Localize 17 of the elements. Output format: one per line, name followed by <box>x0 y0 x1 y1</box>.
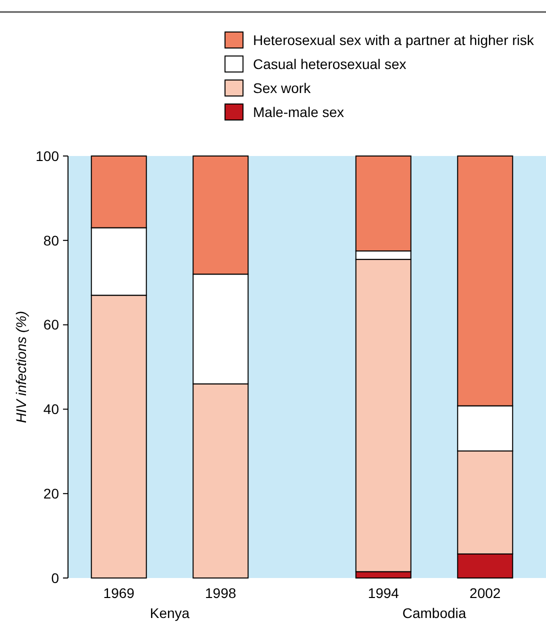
text: Kenya <box>150 605 190 621</box>
x-tick-label: 1969 <box>103 585 135 601</box>
y-tick-label: 0 <box>51 570 60 586</box>
legend-label: Casual heterosexual sex <box>253 56 406 72</box>
x-tick-label: 2002 <box>470 585 501 601</box>
y-axis-title: HIV infections (%) <box>13 310 29 424</box>
y-tick-label: 100 <box>36 148 60 164</box>
y-tick-label: 60 <box>43 316 60 333</box>
text: Cambodia <box>402 605 466 621</box>
x-tick-label: 1994 <box>368 585 400 601</box>
legend-label: Sex work <box>253 80 312 96</box>
legend-label: Male-male sex <box>253 104 344 120</box>
x-tick-label: 1998 <box>205 585 236 601</box>
y-tick-label: 40 <box>43 401 60 418</box>
y-tick-label: 20 <box>43 486 60 502</box>
y-tick-label: 80 <box>43 232 60 248</box>
legend-label: Heterosexual sex with a partner at higher risk <box>253 32 535 48</box>
